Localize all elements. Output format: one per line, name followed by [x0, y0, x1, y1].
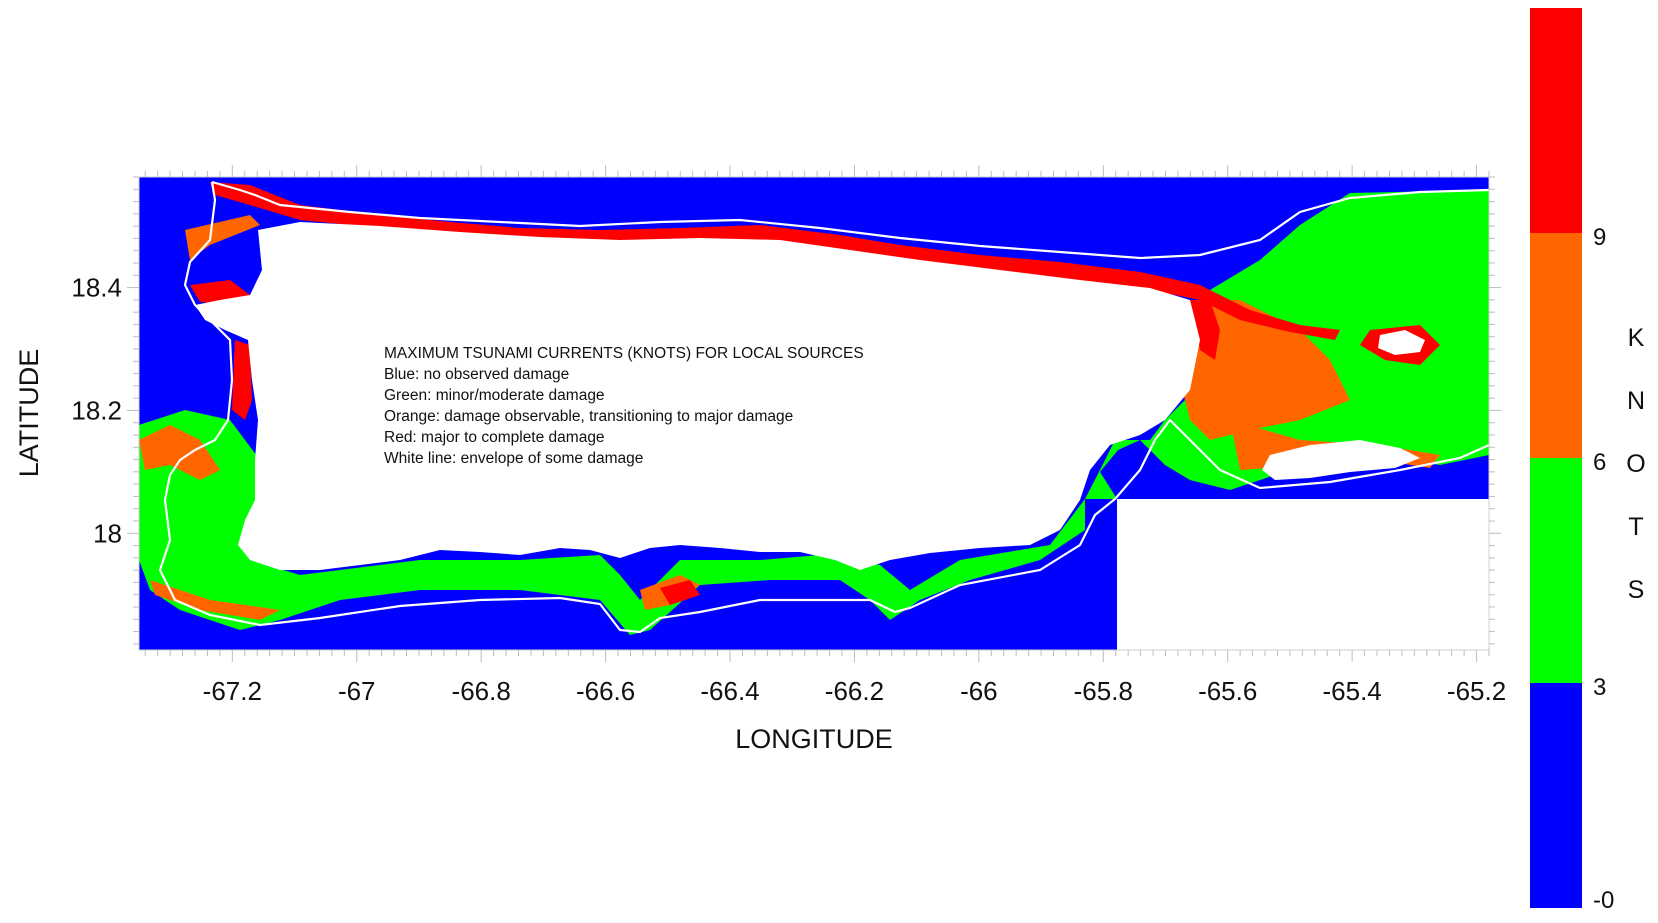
x-tick-label: -65.6	[1198, 676, 1257, 706]
x-tick-label: -65.8	[1074, 676, 1133, 706]
legend-title: MAXIMUM TSUNAMI CURRENTS (KNOTS) FOR LOC…	[384, 345, 864, 362]
y-tick-label: 18.4	[71, 273, 122, 303]
colorbar-title-letter: S	[1628, 576, 1645, 604]
knots-colorbar	[1530, 8, 1582, 908]
y-tick-label: 18	[93, 518, 122, 548]
plot-frame	[138, 176, 1490, 651]
colorbar-tick-label: 9	[1593, 224, 1606, 251]
colorbar-title-letter: K	[1628, 324, 1645, 352]
minor-ticks	[127, 165, 1501, 662]
y-tick-label: 18.2	[71, 395, 122, 425]
legend-line: White line: envelope of some damage	[384, 450, 643, 467]
colorbar-band	[1530, 458, 1582, 683]
colorbar-tick-label: 3	[1593, 674, 1606, 701]
x-axis-title: LONGITUDE	[735, 724, 893, 754]
colorbar-band	[1530, 683, 1582, 908]
colorbar-band	[1530, 233, 1582, 458]
colorbar-labels: -0 3 6 9	[1593, 224, 1614, 914]
y-axis-title: LATITUDE	[14, 349, 44, 478]
legend-line: Orange: damage observable, transitioning…	[384, 408, 793, 425]
x-tick-label: -66.2	[825, 676, 884, 706]
map-legend: MAXIMUM TSUNAMI CURRENTS (KNOTS) FOR LOC…	[384, 345, 864, 467]
colorbar-band	[1530, 8, 1582, 233]
legend-line: Blue: no observed damage	[384, 366, 569, 383]
colorbar-title-letter: N	[1627, 387, 1645, 415]
x-tick-label: -66.6	[576, 676, 635, 706]
colorbar-tick-label: 6	[1593, 449, 1606, 476]
map-area	[127, 165, 1501, 662]
damage-envelope-line	[158, 180, 1490, 634]
vieques-land	[1262, 440, 1420, 480]
x-tick-label: -65.4	[1323, 676, 1382, 706]
x-axis-ticks: -67.2 -67 -66.8 -66.6 -66.4 -66.2 -66 -65.8 -65.…	[203, 676, 1507, 706]
culebra-land	[1378, 330, 1425, 355]
colorbar-title-letter: T	[1628, 513, 1643, 541]
legend-line: Red: major to complete damage	[384, 429, 605, 446]
colorbar-tick-label: -0	[1593, 887, 1614, 914]
y-axis-ticks: 18.4 18.2 18	[71, 273, 122, 549]
colorbar-title-letter: O	[1626, 450, 1645, 478]
outside-domain-region	[1117, 499, 1489, 650]
x-tick-label: -65.2	[1447, 676, 1506, 706]
x-tick-label: -66	[960, 676, 998, 706]
x-tick-label: -67	[338, 676, 376, 706]
colorbar-title: K N O T S	[1626, 324, 1645, 604]
x-tick-label: -67.2	[203, 676, 262, 706]
x-tick-label: -66.4	[700, 676, 759, 706]
legend-line: Green: minor/moderate damage	[384, 387, 605, 404]
x-tick-label: -66.8	[452, 676, 511, 706]
puerto-rico-land	[195, 222, 1200, 570]
